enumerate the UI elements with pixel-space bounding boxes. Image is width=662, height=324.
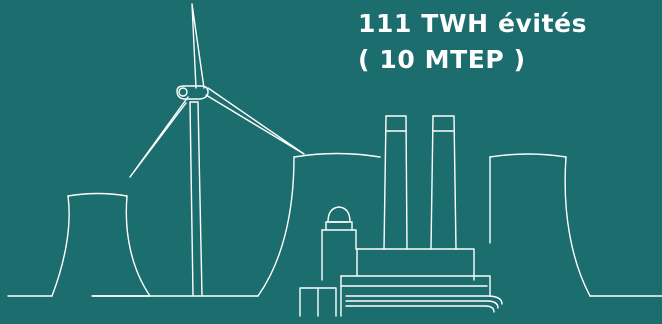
cooling-tower-icon bbox=[489, 153, 591, 297]
wind-turbine-icon bbox=[129, 3, 305, 297]
chimney-icon bbox=[383, 115, 408, 250]
cooling-tower-icon bbox=[257, 152, 381, 297]
headline-line1: 111 TWH évités bbox=[358, 9, 588, 38]
cooling-tower-icon bbox=[51, 192, 151, 297]
factory-icon bbox=[299, 248, 503, 317]
headline: 111 TWH évités ( 10 MTEP ) bbox=[358, 6, 587, 78]
headline-line2: ( 10 MTEP ) bbox=[358, 45, 526, 74]
dome-icon bbox=[321, 206, 357, 281]
chimney-icon bbox=[430, 115, 457, 250]
